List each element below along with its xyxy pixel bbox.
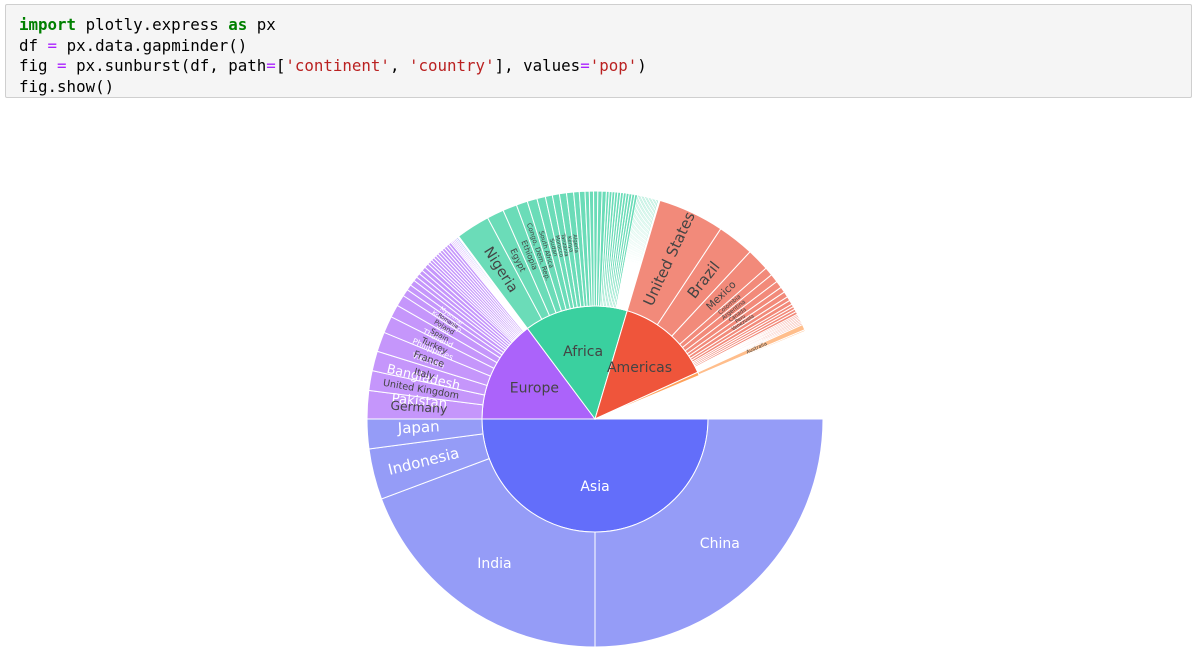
- slice-india[interactable]: [380, 457, 596, 648]
- code-line: df = px.data.gapminder(): [19, 36, 247, 55]
- code-token: px: [247, 15, 276, 34]
- code-token: px.data.gapminder(): [57, 35, 248, 55]
- sunburst-slices: [366, 190, 824, 648]
- code-token: ], values: [494, 56, 581, 75]
- country-label: Kenya: [566, 236, 574, 253]
- code-token: df: [19, 35, 48, 55]
- slice-country[interactable]: [625, 199, 660, 312]
- country-label: Pakistan: [391, 392, 448, 413]
- slice-country[interactable]: [698, 329, 807, 377]
- code-token: 'pop': [589, 56, 638, 75]
- code-token: 'country': [408, 56, 495, 75]
- code-line: fig = px.sunburst(df, path=['continent',…: [19, 56, 647, 75]
- slice-country[interactable]: [453, 238, 527, 331]
- country-label: Japan: [396, 417, 440, 437]
- sunburst-chart[interactable]: AsiaChinaIndiaIndonesiaJapanPakistanBang…: [0, 104, 1200, 664]
- code-token: =: [47, 35, 58, 55]
- country-label: Sudan: [548, 238, 558, 257]
- code-token: =: [266, 56, 276, 75]
- country-label: Morocco: [554, 235, 564, 258]
- code-token: ,: [389, 56, 409, 75]
- country-label: Italy: [413, 367, 436, 383]
- continent-label: Americas: [607, 360, 672, 376]
- code-cell[interactable]: import plotly.express as px df = px.data…: [5, 4, 1192, 98]
- plot-output: Asia China India Indonesia Japan Pakistan Bang…: [0, 104, 1200, 664]
- code-token: =: [580, 56, 590, 75]
- code-token: as: [228, 15, 248, 34]
- code-line: fig.show(): [19, 77, 114, 96]
- code-token: 'continent': [285, 56, 390, 75]
- country-label: Germany: [390, 398, 448, 417]
- code-token: plotly.express: [76, 15, 229, 34]
- country-label: Peru: [734, 314, 747, 325]
- code-token: fig: [19, 56, 58, 75]
- code-token: import: [19, 15, 77, 34]
- continent-label: Asia: [580, 479, 609, 495]
- code-editor[interactable]: import plotly.express as px df = px.data…: [19, 15, 647, 97]
- country-label: India: [477, 556, 511, 572]
- country-label: China: [700, 536, 740, 552]
- code-token: px.sunburst(df, path: [66, 56, 267, 75]
- code-token: =: [57, 56, 67, 75]
- code-token: ): [637, 56, 647, 75]
- sunburst-labels: AsiaChinaIndiaIndonesiaJapanPakistanBang…: [382, 209, 768, 572]
- continent-label: Africa: [563, 344, 603, 360]
- slice-china[interactable]: [594, 418, 824, 648]
- continent-label: Europe: [510, 381, 559, 397]
- country-label: Algeria: [571, 234, 579, 253]
- code-token: fig.show(): [19, 76, 115, 96]
- country-label: Tanzania: [559, 232, 569, 257]
- code-line: import plotly.express as px: [19, 15, 276, 34]
- code-token: [: [275, 56, 286, 75]
